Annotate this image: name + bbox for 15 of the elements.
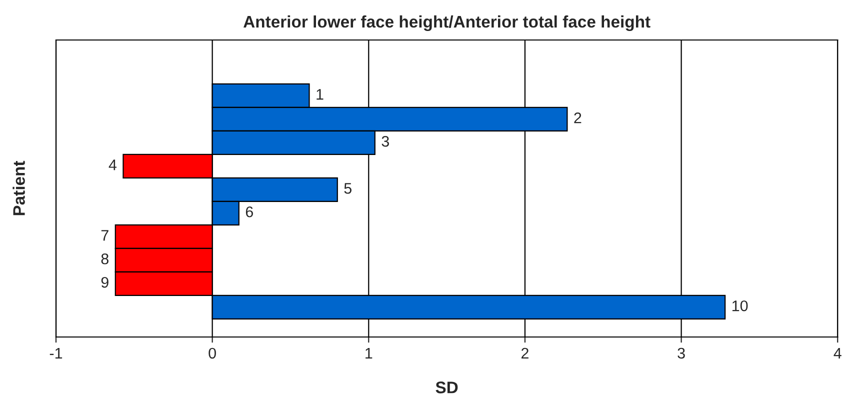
x-tick-label: 3 xyxy=(678,348,685,359)
x-tick-label: 2 xyxy=(521,348,528,358)
y-tick-label: 9 xyxy=(101,276,108,288)
chart-title: Anterior lower face height/Anterior total face height xyxy=(244,15,650,32)
x-axis-title: SD xyxy=(436,382,458,394)
y-axis-title: Patient xyxy=(12,160,25,216)
x-tick-label: 4 xyxy=(834,348,842,358)
y-tick-label: 6 xyxy=(246,206,253,218)
y-tick-label: 10 xyxy=(732,300,748,312)
y-tick-label: 7 xyxy=(101,230,108,241)
x-tick-label: 1 xyxy=(366,348,372,358)
y-tick-label: 8 xyxy=(101,253,108,264)
x-tick-label: -1 xyxy=(50,348,62,358)
y-tick-label: 5 xyxy=(344,183,352,194)
x-tick-label: 0 xyxy=(208,348,216,359)
